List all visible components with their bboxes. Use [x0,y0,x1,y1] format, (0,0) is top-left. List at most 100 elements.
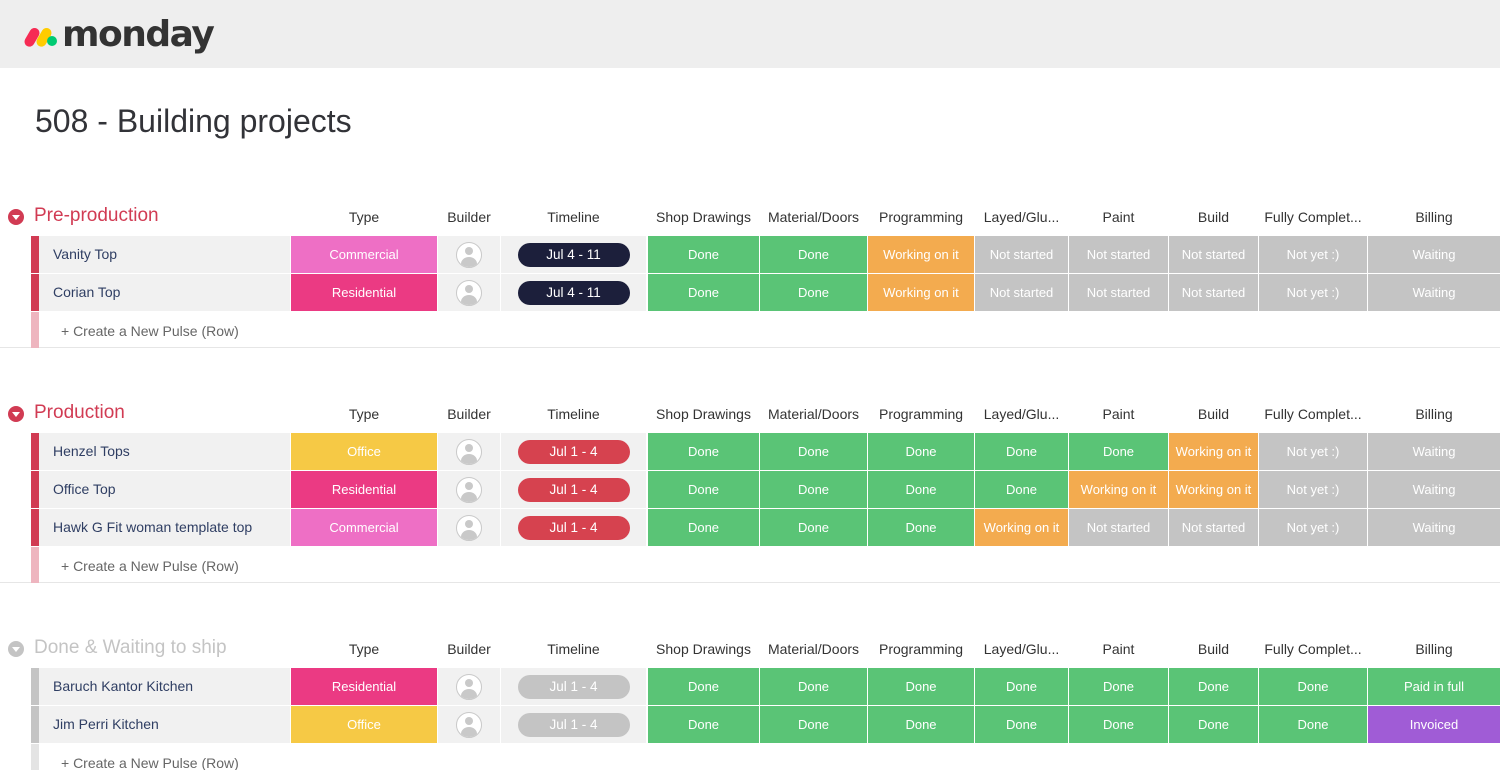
column-header-type[interactable]: Type [348,641,380,657]
status-cell-build[interactable]: Working on it [1169,433,1258,470]
table-row[interactable]: Vanity Top Commercial Jul 4 - 11 Done Done Wo… [0,236,1500,273]
column-header-material-doors[interactable]: Material/Doors [767,406,860,422]
column-header-billing[interactable]: Billing [1415,641,1453,657]
status-cell-programming[interactable]: Working on it [868,236,974,273]
column-header-layed-glu[interactable]: Layed/Glu... [983,209,1060,225]
board-title[interactable]: 508 - Building projects [35,103,352,139]
person-avatar-icon[interactable] [456,711,482,738]
builder-cell[interactable] [438,433,500,470]
person-avatar-icon[interactable] [456,514,482,541]
builder-cell[interactable] [438,471,500,508]
status-cell-shop-drawings[interactable]: Done [648,236,759,273]
status-cell-billing[interactable]: Waiting [1368,509,1500,546]
item-name-cell[interactable]: Baruch Kantor Kitchen [39,668,290,705]
column-header-material-doors[interactable]: Material/Doors [767,209,860,225]
item-name[interactable]: Jim Perri Kitchen [53,716,159,732]
status-cell-material-doors[interactable]: Done [760,433,867,470]
status-cell-billing[interactable]: Invoiced [1368,706,1500,743]
collapse-group-icon[interactable] [8,406,24,422]
column-header-paint[interactable]: Paint [1102,641,1135,657]
status-cell-build[interactable]: Done [1169,668,1258,705]
type-cell[interactable]: Residential [291,668,437,705]
collapse-group-icon[interactable] [8,641,24,657]
builder-cell[interactable] [438,274,500,311]
status-cell-shop-drawings[interactable]: Done [648,706,759,743]
status-cell-billing[interactable]: Waiting [1368,274,1500,311]
status-cell-layed-glu[interactable]: Done [975,668,1068,705]
status-cell-paint[interactable]: Done [1069,433,1168,470]
status-cell-material-doors[interactable]: Done [760,236,867,273]
status-cell-programming[interactable]: Done [868,433,974,470]
status-cell-paint[interactable]: Not started [1069,236,1168,273]
column-header-layed-glu[interactable]: Layed/Glu... [983,406,1060,422]
group-title[interactable]: Pre-production [34,205,159,226]
status-cell-fully-complet[interactable]: Not yet :) [1259,509,1367,546]
item-name-cell[interactable]: Vanity Top [39,236,290,273]
status-cell-build[interactable]: Done [1169,706,1258,743]
status-cell-billing[interactable]: Waiting [1368,433,1500,470]
column-header-billing[interactable]: Billing [1415,406,1453,422]
type-cell[interactable]: Residential [291,471,437,508]
create-new-pulse-button[interactable]: + Create a New Pulse (Row) [61,558,239,574]
status-cell-build[interactable]: Not started [1169,509,1258,546]
item-name-cell[interactable]: Office Top [39,471,290,508]
status-cell-build[interactable]: Not started [1169,236,1258,273]
column-header-type[interactable]: Type [348,209,380,225]
status-cell-paint[interactable]: Done [1069,668,1168,705]
builder-cell[interactable] [438,509,500,546]
status-cell-material-doors[interactable]: Done [760,706,867,743]
column-header-shop-drawings[interactable]: Shop Drawings [656,641,751,657]
timeline-pill[interactable]: Jul 1 - 4 [517,674,630,699]
status-cell-build[interactable]: Not started [1169,274,1258,311]
timeline-pill[interactable]: Jul 1 - 4 [517,515,630,540]
timeline-cell[interactable]: Jul 4 - 11 [501,236,646,273]
column-header-timeline[interactable]: Timeline [547,641,600,657]
create-new-pulse-button[interactable]: + Create a New Pulse (Row) [61,323,239,339]
status-cell-material-doors[interactable]: Done [760,274,867,311]
table-row[interactable]: Hawk G Fit woman template top Commercial J… [0,509,1500,546]
item-name-cell[interactable]: Corian Top [39,274,290,311]
column-header-paint[interactable]: Paint [1102,406,1135,422]
add-row[interactable]: + Create a New Pulse (Row) [0,312,1500,348]
builder-cell[interactable] [438,236,500,273]
type-cell[interactable]: Commercial [291,509,437,546]
column-header-build[interactable]: Build [1197,209,1230,225]
timeline-cell[interactable]: Jul 1 - 4 [501,433,646,470]
column-header-builder[interactable]: Builder [447,209,491,225]
column-header-programming[interactable]: Programming [878,209,964,225]
status-cell-programming[interactable]: Done [868,471,974,508]
column-header-programming[interactable]: Programming [878,641,964,657]
person-avatar-icon[interactable] [456,438,482,465]
status-cell-material-doors[interactable]: Done [760,471,867,508]
item-name-cell[interactable]: Jim Perri Kitchen [39,706,290,743]
status-cell-layed-glu[interactable]: Done [975,471,1068,508]
status-cell-fully-complet[interactable]: Not yet :) [1259,236,1367,273]
status-cell-billing[interactable]: Waiting [1368,471,1500,508]
person-avatar-icon[interactable] [456,673,482,700]
column-header-build[interactable]: Build [1197,406,1230,422]
status-cell-programming[interactable]: Done [868,706,974,743]
status-cell-paint[interactable]: Not started [1069,274,1168,311]
builder-cell[interactable] [438,668,500,705]
column-header-fully-complet[interactable]: Fully Complet... [1264,406,1362,422]
person-avatar-icon[interactable] [456,279,482,306]
status-cell-layed-glu[interactable]: Not started [975,236,1068,273]
item-name[interactable]: Baruch Kantor Kitchen [53,678,194,694]
table-row[interactable]: Henzel Tops Office Jul 1 - 4 Done Done Done Do… [0,433,1500,470]
timeline-pill[interactable]: Jul 4 - 11 [517,280,630,305]
table-row[interactable]: Corian Top Residential Jul 4 - 11 Done Done W… [0,274,1500,311]
type-cell[interactable]: Residential [291,274,437,311]
column-header-timeline[interactable]: Timeline [547,209,600,225]
person-avatar-icon[interactable] [456,476,482,503]
monday-logo[interactable]: monday [20,14,215,56]
status-cell-billing[interactable]: Waiting [1368,236,1500,273]
status-cell-material-doors[interactable]: Done [760,668,867,705]
column-header-fully-complet[interactable]: Fully Complet... [1264,641,1362,657]
table-row[interactable]: Jim Perri Kitchen Office Jul 1 - 4 Done Done… [0,706,1500,743]
column-header-type[interactable]: Type [348,406,380,422]
status-cell-layed-glu[interactable]: Done [975,706,1068,743]
item-name[interactable]: Office Top [53,481,116,497]
timeline-cell[interactable]: Jul 1 - 4 [501,668,646,705]
column-header-fully-complet[interactable]: Fully Complet... [1264,209,1362,225]
type-cell[interactable]: Office [291,706,437,743]
